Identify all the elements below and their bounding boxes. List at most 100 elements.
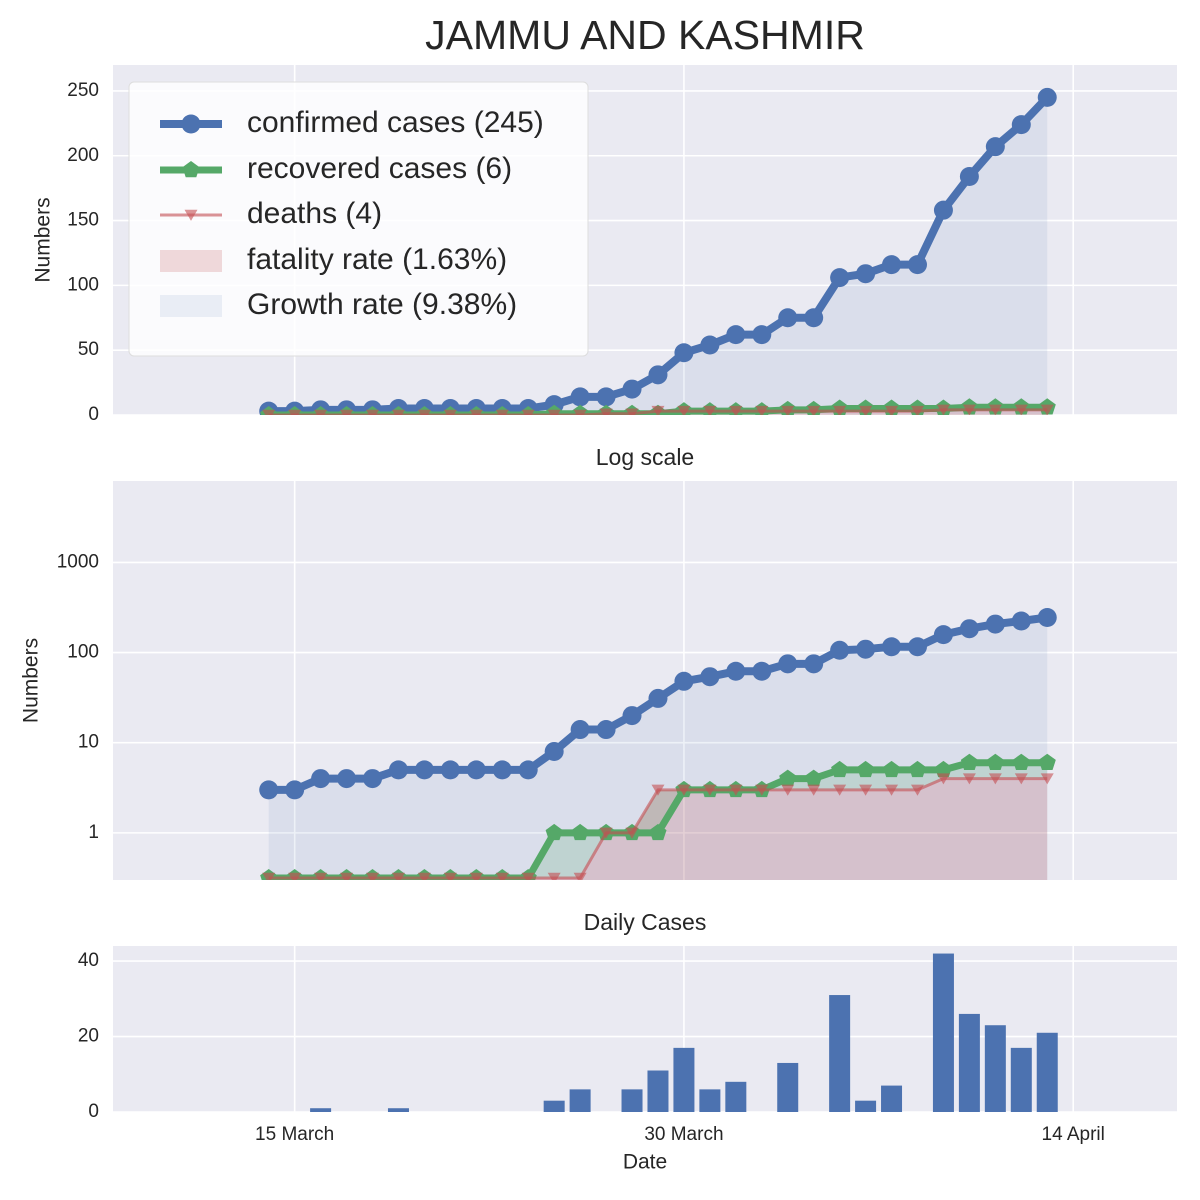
marker — [363, 769, 383, 789]
marker — [985, 614, 1005, 634]
bar — [777, 1062, 799, 1112]
marker — [262, 409, 276, 415]
marker — [857, 760, 875, 778]
legend-label: deaths (4) — [247, 197, 382, 230]
marker — [417, 409, 431, 415]
marker — [622, 706, 642, 726]
marker — [596, 387, 616, 407]
legend-swatch — [160, 250, 222, 272]
marker — [1014, 404, 1028, 415]
marker — [882, 255, 902, 275]
bar — [543, 1100, 565, 1112]
marker — [936, 404, 950, 415]
plot-area — [113, 946, 1177, 1112]
marker — [1014, 773, 1028, 785]
marker — [755, 784, 769, 796]
marker — [521, 409, 535, 415]
x-tick-label: 30 March — [644, 1124, 723, 1145]
marker — [649, 823, 667, 841]
bar — [855, 1100, 877, 1112]
marker — [674, 671, 694, 691]
marker — [781, 784, 795, 796]
marker — [340, 872, 354, 880]
marker — [547, 409, 561, 415]
marker — [545, 823, 563, 841]
marker — [882, 637, 902, 657]
marker — [625, 408, 639, 415]
marker — [677, 784, 691, 796]
marker — [833, 405, 847, 415]
marker — [804, 308, 824, 328]
marker — [388, 760, 408, 780]
y-tick-label: 40 — [78, 950, 99, 971]
legend-label: confirmed cases (245) — [247, 106, 544, 139]
marker — [521, 872, 535, 880]
marker — [882, 760, 901, 778]
marker — [908, 760, 927, 778]
marker — [700, 335, 720, 355]
marker — [443, 872, 457, 880]
marker — [934, 760, 952, 778]
marker — [314, 409, 328, 415]
y-tick-label: 0 — [88, 1101, 99, 1122]
marker — [988, 773, 1002, 785]
marker — [1011, 611, 1031, 631]
marker — [1037, 87, 1057, 107]
marker — [1040, 773, 1054, 785]
marker — [625, 827, 639, 839]
marker — [340, 409, 354, 415]
marker — [805, 769, 823, 786]
marker — [391, 872, 405, 880]
marker — [778, 654, 798, 674]
marker — [779, 769, 797, 786]
marker — [936, 773, 950, 785]
bar — [310, 1108, 332, 1112]
marker — [288, 409, 302, 415]
marker — [807, 784, 821, 796]
bar — [725, 1081, 747, 1112]
growth-area — [268, 617, 1048, 880]
legend-label: fatality rate (1.63%) — [247, 243, 507, 276]
marker — [833, 784, 847, 796]
y-tick-label: 250 — [67, 80, 99, 101]
marker — [752, 661, 772, 681]
marker — [885, 405, 899, 415]
marker — [831, 760, 849, 778]
marker — [703, 784, 717, 796]
plot-area — [113, 481, 1177, 880]
marker — [985, 137, 1005, 157]
marker — [1012, 753, 1030, 770]
marker — [573, 409, 587, 415]
marker — [443, 409, 457, 415]
marker — [573, 872, 587, 880]
marker — [492, 760, 512, 780]
y-tick-label: 10 — [78, 732, 99, 753]
marker — [544, 741, 564, 761]
marker — [417, 872, 431, 880]
marker — [677, 405, 691, 415]
marker — [700, 667, 720, 687]
y-tick-label: 100 — [67, 274, 99, 295]
legend: confirmed cases (245) recovered cases (6)… — [128, 81, 589, 357]
marker — [599, 408, 613, 415]
legend-box — [128, 81, 589, 357]
bar — [699, 1089, 721, 1112]
marker — [674, 343, 694, 363]
y-tick-label: 0 — [88, 404, 99, 425]
bar — [673, 1047, 695, 1112]
marker — [314, 872, 328, 880]
marker — [440, 760, 460, 780]
x-axis-label: Date — [623, 1151, 667, 1174]
marker — [469, 409, 483, 415]
marker — [495, 409, 509, 415]
marker — [469, 872, 483, 880]
marker — [1038, 753, 1056, 770]
x-tick-label: 14 April — [1042, 1124, 1105, 1145]
marker — [778, 308, 798, 328]
marker — [959, 619, 979, 639]
marker — [962, 773, 976, 785]
y-axis-label: Numbers — [20, 638, 43, 723]
marker — [729, 784, 743, 796]
marker — [807, 405, 821, 415]
